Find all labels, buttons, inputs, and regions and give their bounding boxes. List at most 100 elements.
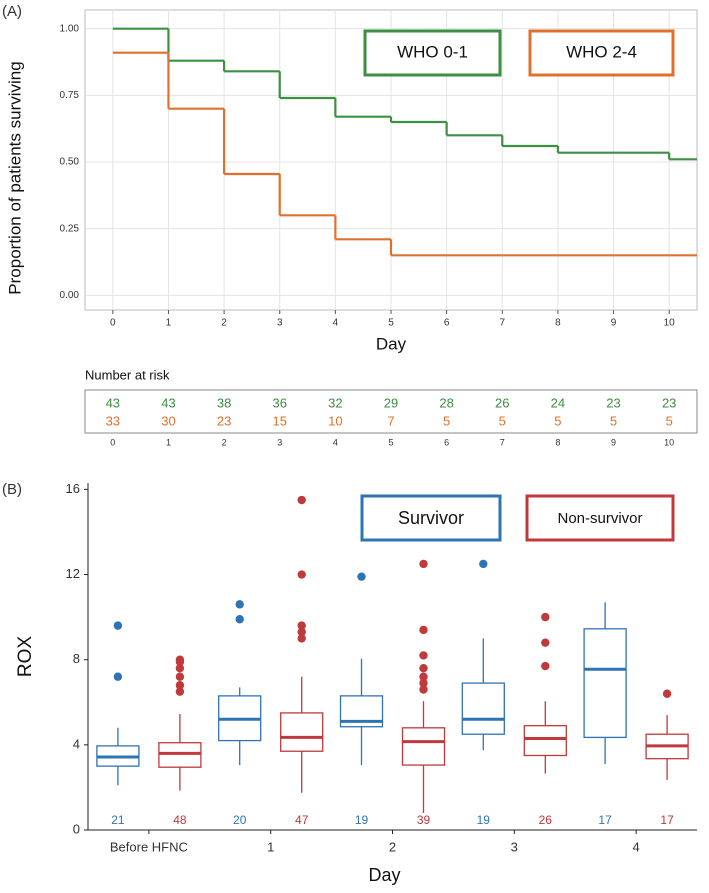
outlier <box>175 687 185 696</box>
outlier <box>479 559 488 569</box>
x-axis-label: Day <box>368 865 400 885</box>
x-tick-label: 8 <box>555 318 561 329</box>
count-label: 19 <box>355 813 369 827</box>
outlier <box>297 495 306 505</box>
count-label: 47 <box>295 813 309 827</box>
box <box>523 725 567 757</box>
box <box>583 628 627 739</box>
count-label: 19 <box>477 813 491 827</box>
y-axis-label: Proportion of patients surviving <box>5 61 24 294</box>
outlier <box>541 638 550 647</box>
risk-count: 10 <box>328 413 342 428</box>
outlier <box>419 559 428 569</box>
outlier <box>541 661 550 671</box>
outlier <box>419 664 428 673</box>
outlier <box>419 672 428 681</box>
outlier <box>419 678 428 688</box>
y-tick-label: 1.00 <box>60 23 80 34</box>
count-label: 17 <box>660 813 674 827</box>
outlier <box>113 672 123 681</box>
risk-count: 24 <box>551 395 565 410</box>
outlier <box>175 681 185 690</box>
box <box>158 742 202 768</box>
risk-count: 5 <box>554 413 561 428</box>
risk-count: 43 <box>106 395 120 410</box>
box <box>461 682 505 735</box>
risk-count: 15 <box>272 413 286 428</box>
x-tick-label: 2 <box>389 839 396 854</box>
x-tick-label: 6 <box>444 318 450 329</box>
risk-table-box <box>84 389 698 434</box>
outlier <box>419 625 428 635</box>
risk-count: 5 <box>499 413 506 428</box>
risk-count: 33 <box>106 413 120 428</box>
count-label: 39 <box>417 813 431 827</box>
box <box>401 727 446 766</box>
legend-box <box>525 494 675 542</box>
x-tick-label: 1 <box>267 839 274 854</box>
x-tick-label: Before HFNC <box>110 839 188 854</box>
x-tick-label: 4 <box>333 318 339 329</box>
risk-time-label: 3 <box>277 437 282 447</box>
risk-count: 23 <box>217 413 231 428</box>
legend-label: Non-survivor <box>557 510 642 527</box>
risk-count: 32 <box>328 395 342 410</box>
risk-count: 5 <box>610 413 617 428</box>
y-tick-label: 0.75 <box>60 90 80 101</box>
risk-count: 7 <box>387 413 394 428</box>
y-axis-label: ROX <box>15 636 36 678</box>
panel-label: (A) <box>2 3 22 20</box>
count-label: 48 <box>173 813 187 827</box>
outlier <box>175 672 185 681</box>
risk-time-label: 9 <box>611 437 616 447</box>
outlier <box>419 685 428 694</box>
legend-box <box>528 29 675 77</box>
legend-label: Survivor <box>398 508 464 528</box>
risk-time-label: 7 <box>500 437 505 447</box>
x-tick-label: 2 <box>221 318 227 329</box>
risk-count: 29 <box>384 395 398 410</box>
legend-box <box>360 494 502 542</box>
legend-label: WHO 0-1 <box>397 42 468 61</box>
outlier <box>357 572 366 581</box>
x-tick-label: 1 <box>166 318 172 329</box>
risk-count: 26 <box>495 395 509 410</box>
outlier <box>541 612 550 622</box>
outlier <box>235 615 244 624</box>
outlier <box>297 570 306 579</box>
risk-time-label: 2 <box>222 437 227 447</box>
risk-count: 5 <box>666 413 673 428</box>
outlier <box>297 621 306 630</box>
x-tick-label: 5 <box>388 318 394 329</box>
count-label: 21 <box>111 813 125 827</box>
risk-count: 36 <box>272 395 286 410</box>
outlier <box>235 600 244 609</box>
risk-time-label: 0 <box>110 437 115 447</box>
x-tick-label: 9 <box>611 318 617 329</box>
y-tick-label: 0 <box>73 821 80 836</box>
y-tick-label: 0.50 <box>60 157 80 168</box>
risk-time-label: 6 <box>444 437 449 447</box>
outlier <box>113 621 123 630</box>
outlier <box>297 627 306 637</box>
legend-label: WHO 2-4 <box>566 42 637 61</box>
risk-time-label: 4 <box>333 437 338 447</box>
risk-count: 30 <box>161 413 175 428</box>
risk-time-label: 10 <box>664 437 674 447</box>
box <box>280 712 324 752</box>
outlier <box>662 689 672 698</box>
y-tick-label: 8 <box>73 651 80 666</box>
outlier <box>419 651 428 660</box>
risk-count: 28 <box>439 395 453 410</box>
risk-count: 43 <box>161 395 175 410</box>
x-axis-label: Day <box>376 334 407 353</box>
risk-count: 5 <box>443 413 450 428</box>
panel-label: (B) <box>2 481 22 498</box>
count-label: 26 <box>539 813 553 827</box>
outlier <box>297 634 306 643</box>
y-tick-label: 4 <box>73 736 80 751</box>
risk-count: 38 <box>217 395 231 410</box>
x-tick-label: 10 <box>664 318 676 329</box>
count-label: 20 <box>233 813 247 827</box>
